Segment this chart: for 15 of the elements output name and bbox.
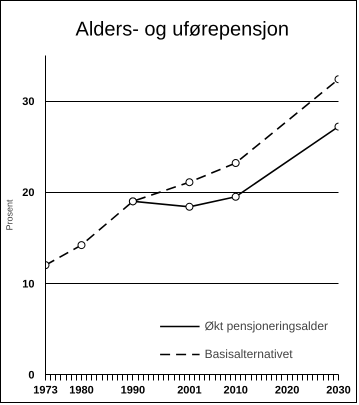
x-tick-label: 1990 [120, 384, 146, 396]
x-tick-label: 2001 [177, 384, 202, 396]
x-tick-label: 1980 [69, 384, 94, 396]
x-tick-label: 2010 [223, 384, 248, 396]
x-tick-label: 2020 [274, 384, 300, 396]
legend-label: Basisalternativet [204, 347, 293, 361]
y-tick-label: 20 [22, 187, 35, 200]
x-tick-label: 1973 [33, 384, 58, 396]
y-axis-title: Prosent [4, 198, 14, 231]
y-tick-label: 10 [22, 278, 35, 290]
y-tick-label: 30 [22, 96, 35, 108]
y-tick-label: 0 [28, 370, 35, 382]
x-tick-label: 2030 [326, 384, 351, 396]
chart-title: Alders- og uførepensjon [76, 18, 289, 40]
legend-label: Økt pensjoneringsalder [204, 319, 328, 333]
